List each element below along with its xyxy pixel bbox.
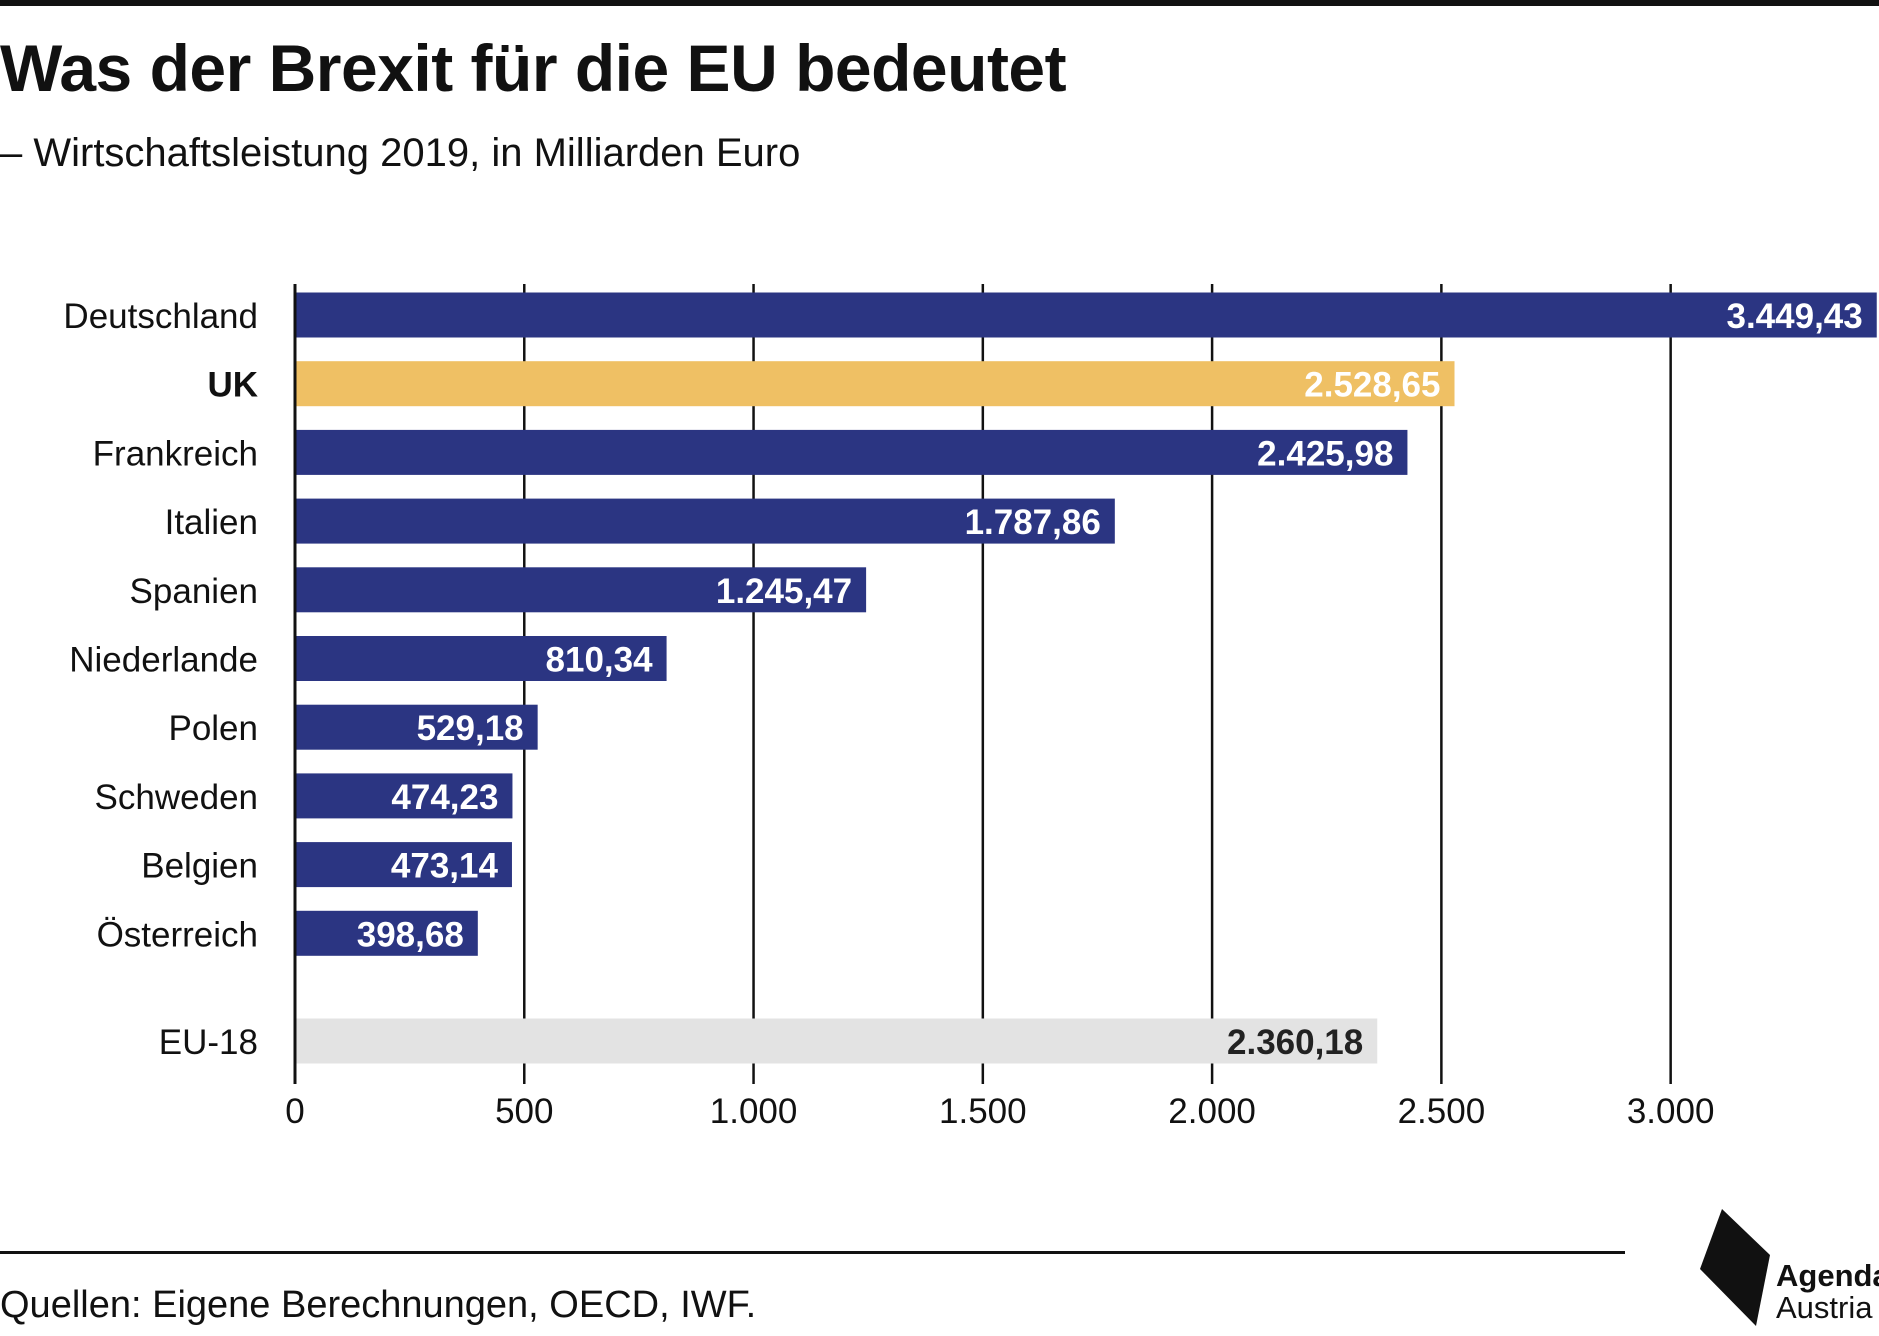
bar (296, 773, 513, 819)
chart-subtitle: – Wirtschaftsleistung 2019, in Milliarde… (0, 131, 801, 175)
logo-text-austria: Austria (1776, 1290, 1873, 1325)
bar (296, 1018, 1378, 1064)
category-label: Deutschland (63, 297, 258, 336)
bar (296, 292, 1877, 338)
bar-value-label: 529,18 (417, 709, 524, 748)
bar (296, 429, 1408, 475)
bar (296, 498, 1115, 544)
category-label: Spanien (130, 572, 258, 611)
category-label: UK (207, 366, 258, 405)
chart-title: Was der Brexit für die EU bedeutet (0, 31, 1067, 105)
logo-text-agenda: Agenda (1776, 1258, 1879, 1293)
bar (296, 842, 512, 888)
bar-value-label: 398,68 (357, 915, 464, 954)
bar-value-label: 810,34 (546, 641, 654, 680)
x-tick-label: 0 (285, 1092, 304, 1131)
bar-value-label: 1.787,86 (965, 503, 1101, 542)
category-label: Italien (165, 503, 258, 542)
bar (296, 361, 1455, 407)
x-tick-label: 500 (495, 1092, 553, 1131)
category-label: Frankreich (93, 434, 258, 473)
bar (296, 636, 667, 681)
category-label: Polen (168, 709, 258, 748)
bar-value-label: 3.449,43 (1726, 297, 1862, 336)
category-label: Österreich (97, 915, 258, 954)
bar-chart: 3.449,43 Deutschland 2.528,65 UK 2.425,98 Fra… (63, 284, 1877, 1131)
agenda-austria-logo-icon (1700, 1209, 1770, 1326)
bar-value-label: 474,23 (391, 778, 498, 817)
x-tick-label: 2.000 (1168, 1092, 1256, 1131)
category-label: Schweden (95, 778, 258, 817)
x-tick-label: 1.500 (939, 1092, 1027, 1131)
bottom-rule (0, 1251, 1625, 1254)
source-note: Quellen: Eigene Berechnungen, OECD, IWF. (0, 1284, 757, 1326)
bar-value-label: 2.528,65 (1304, 366, 1440, 405)
bar-value-label: 2.360,18 (1227, 1023, 1363, 1062)
top-rule (0, 0, 1879, 6)
bar (296, 704, 538, 750)
x-tick-label: 1.000 (710, 1092, 798, 1131)
category-label: Niederlande (69, 641, 258, 680)
bar-value-label: 2.425,98 (1257, 434, 1393, 473)
x-tick-label: 3.000 (1627, 1092, 1715, 1131)
bar (296, 567, 867, 613)
bar-value-label: 1.245,47 (716, 572, 852, 611)
category-label: EU-18 (159, 1023, 258, 1062)
bar (296, 910, 478, 956)
category-label: Belgien (141, 847, 258, 886)
bar-value-label: 473,14 (391, 847, 499, 886)
x-tick-label: 2.500 (1398, 1092, 1486, 1131)
